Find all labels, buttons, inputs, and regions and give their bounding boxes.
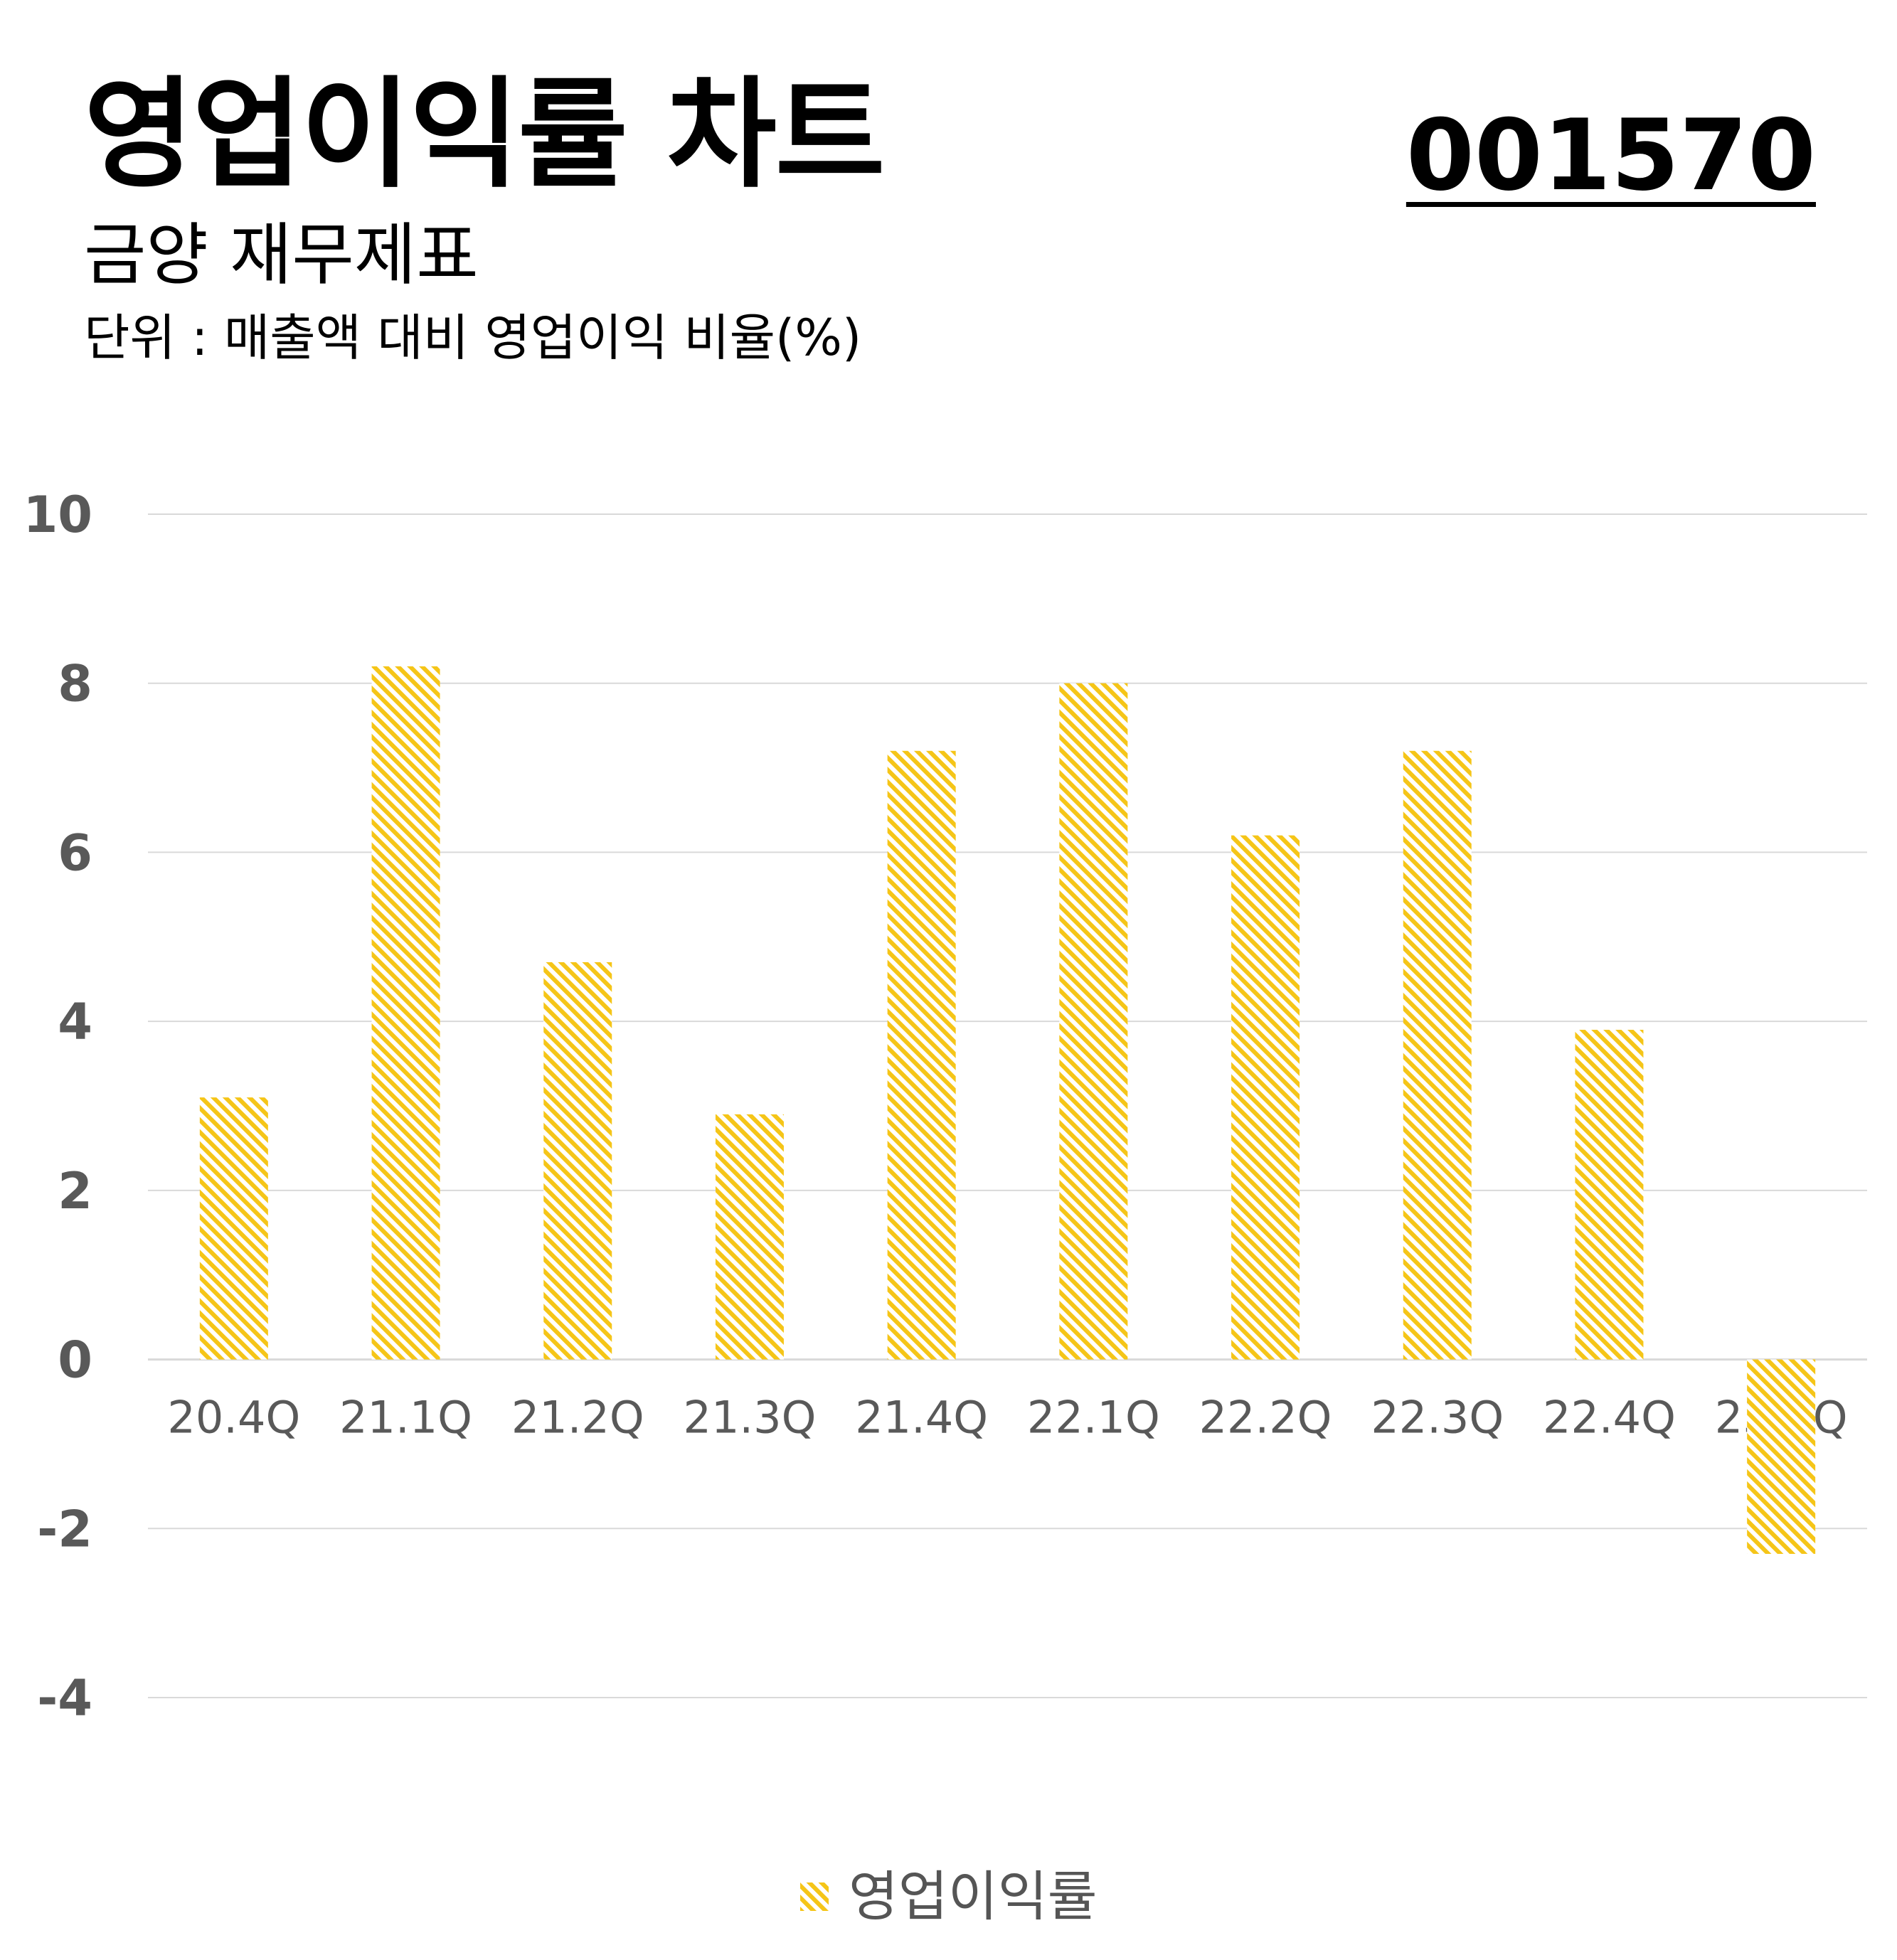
x-tick-label: 22.4Q (1543, 1392, 1676, 1444)
y-tick-label: 4 (58, 993, 92, 1051)
x-tick-label: 21.2Q (511, 1392, 644, 1444)
bar (1403, 750, 1472, 1360)
bar (1059, 683, 1128, 1360)
x-axis-ticks: 20.4Q 21.1Q 21.2Q 21.3Q 21.4Q 22.1Q 22.2Q 22.3Q… (167, 1392, 1847, 1444)
bar (1231, 835, 1300, 1360)
y-axis-ticks: 10 8 6 4 2 0 -2 -4 (23, 486, 92, 1727)
unit-label: 단위 : 매출액 대비 영업이익 비율(%) (84, 309, 862, 367)
x-tick-label: 21.3Q (684, 1392, 817, 1444)
legend-label: 영업이익률 (849, 1865, 1098, 1928)
y-tick-label: 8 (58, 655, 92, 713)
bar (543, 962, 612, 1360)
y-tick-label: 6 (58, 824, 92, 882)
bar (887, 750, 956, 1360)
stock-code[interactable]: 001570 (1406, 98, 1816, 213)
bar (199, 1097, 268, 1360)
y-tick-label: 10 (23, 486, 92, 544)
chart-title: 영업이익률 차트 (84, 65, 885, 204)
y-tick-label: 2 (58, 1162, 92, 1220)
y-tick-label: -4 (37, 1669, 92, 1727)
bar (715, 1114, 784, 1360)
legend-swatch-icon (800, 1882, 829, 1911)
x-tick-label: 21.1Q (339, 1392, 472, 1444)
bar (1575, 1030, 1644, 1360)
x-tick-label: 22.1Q (1027, 1392, 1160, 1444)
bar (371, 666, 440, 1360)
bar (1747, 1359, 1816, 1554)
y-tick-label: 0 (58, 1331, 92, 1390)
x-tick-label: 21.4Q (855, 1392, 988, 1444)
bars (199, 666, 1816, 1554)
x-tick-label: 20.4Q (167, 1392, 300, 1444)
y-tick-label: -2 (37, 1500, 92, 1558)
chart-subtitle: 금양 재무제표 (84, 216, 479, 294)
x-tick-label: 22.3Q (1371, 1392, 1504, 1444)
x-tick-label: 22.2Q (1199, 1392, 1332, 1444)
legend: 영업이익률 (800, 1865, 1098, 1929)
